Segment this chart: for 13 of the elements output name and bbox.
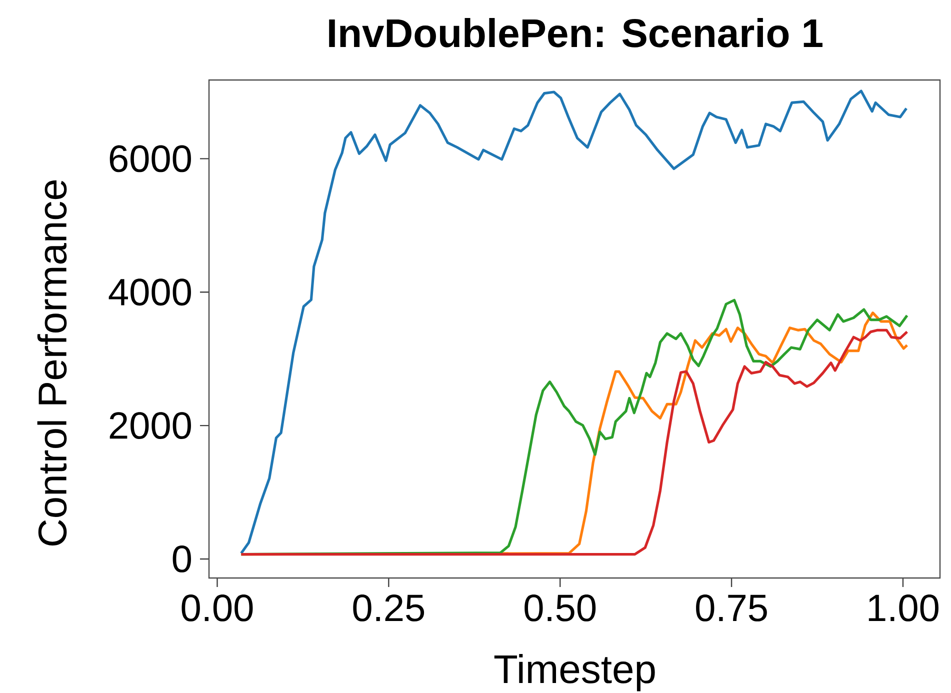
y-tick-label: 0 <box>172 546 191 572</box>
x-tick-label: 0.50 <box>524 594 596 622</box>
y-tick-label: 4000 <box>108 278 191 306</box>
y-tick-label: 6000 <box>110 145 191 172</box>
y-axis-title: Control Performance <box>37 180 67 546</box>
line-series <box>240 90 908 555</box>
x-axis-title: Timestep <box>494 654 655 692</box>
x-tick-label: 0.00 <box>182 594 253 622</box>
x-tick-label: 0.25 <box>353 594 424 622</box>
y-tick-label: 2000 <box>110 412 191 440</box>
chart-title: InvDoublePen: Scenario 1 <box>329 18 822 48</box>
x-tick-label: 0.75 <box>696 594 767 622</box>
x-tick-label: 1.00 <box>868 594 938 622</box>
